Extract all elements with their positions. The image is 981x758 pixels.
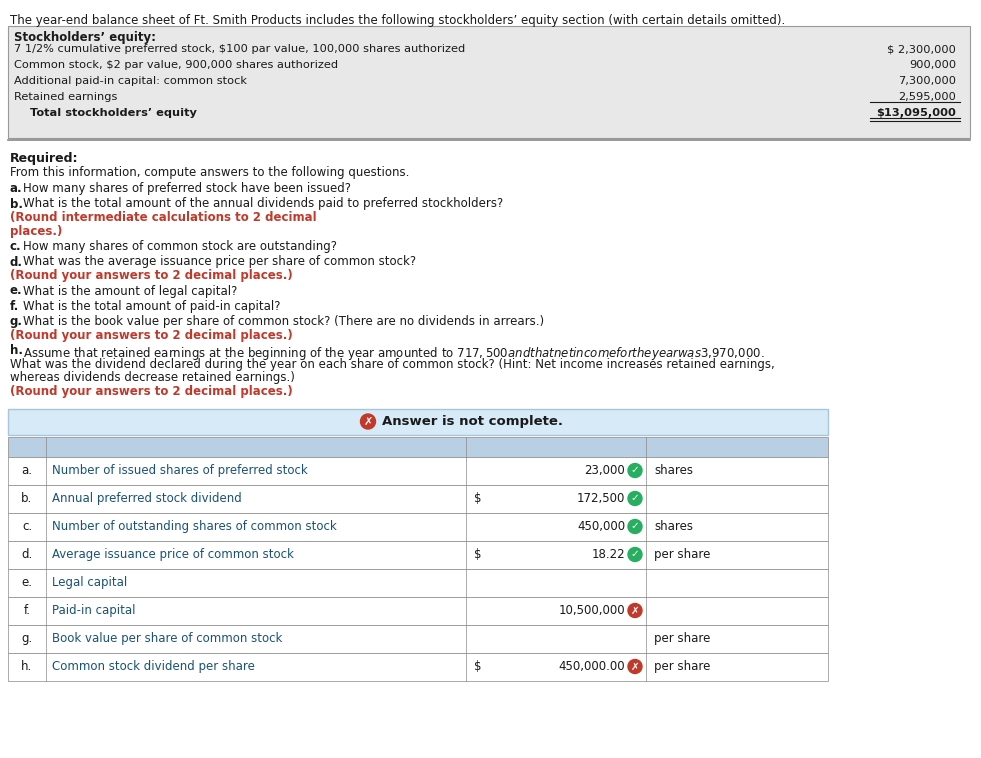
Text: Additional paid-in capital: common stock: Additional paid-in capital: common stock <box>14 76 247 86</box>
Text: Stockholders’ equity:: Stockholders’ equity: <box>14 31 156 44</box>
Text: Required:: Required: <box>10 152 78 165</box>
Bar <box>8 540 828 568</box>
Text: $: $ <box>474 660 482 673</box>
Text: What is the total amount of the annual dividends paid to preferred stockholders?: What is the total amount of the annual d… <box>23 198 503 211</box>
Text: f.: f. <box>24 604 30 617</box>
Circle shape <box>628 603 642 618</box>
Text: b.: b. <box>10 198 23 211</box>
Text: (Round your answers to 2 decimal places.): (Round your answers to 2 decimal places.… <box>10 269 292 282</box>
Text: Common stock, $2 par value, 900,000 shares authorized: Common stock, $2 par value, 900,000 shar… <box>14 60 338 70</box>
Text: ✗: ✗ <box>631 662 640 672</box>
Text: e.: e. <box>10 284 23 297</box>
Text: ✓: ✓ <box>631 522 640 531</box>
Text: Retained earnings: Retained earnings <box>14 92 118 102</box>
Text: h.: h. <box>22 660 32 673</box>
Text: $ 2,300,000: $ 2,300,000 <box>887 44 956 54</box>
Bar <box>8 484 828 512</box>
Text: Average issuance price of common stock: Average issuance price of common stock <box>52 548 294 561</box>
Text: a.: a. <box>10 182 23 195</box>
Text: ✗: ✗ <box>631 606 640 615</box>
Text: The year-end balance sheet of Ft. Smith Products includes the following stockhol: The year-end balance sheet of Ft. Smith … <box>10 14 785 27</box>
Text: $13,095,000: $13,095,000 <box>876 108 956 118</box>
Bar <box>8 26 970 138</box>
Text: Annual preferred stock dividend: Annual preferred stock dividend <box>52 492 241 505</box>
Bar <box>8 409 828 434</box>
Text: 18.22: 18.22 <box>592 548 625 561</box>
Circle shape <box>360 414 376 429</box>
Text: (Round your answers to 2 decimal places.): (Round your answers to 2 decimal places.… <box>10 385 292 398</box>
Circle shape <box>628 463 642 478</box>
Text: ✓: ✓ <box>631 550 640 559</box>
Bar <box>8 456 828 484</box>
Text: 23,000: 23,000 <box>585 464 625 477</box>
Text: per share: per share <box>654 632 710 645</box>
Text: What is the book value per share of common stock? (There are no dividends in arr: What is the book value per share of comm… <box>23 315 544 328</box>
Text: How many shares of preferred stock have been issued?: How many shares of preferred stock have … <box>23 182 351 195</box>
Text: Paid-in capital: Paid-in capital <box>52 604 135 617</box>
Text: g.: g. <box>10 315 23 328</box>
Text: Legal capital: Legal capital <box>52 576 128 589</box>
Text: c.: c. <box>22 520 32 533</box>
Text: d.: d. <box>22 548 32 561</box>
Text: per share: per share <box>654 660 710 673</box>
Text: f.: f. <box>10 300 20 313</box>
Text: (Round your answers to 2 decimal places.): (Round your answers to 2 decimal places.… <box>10 329 292 342</box>
Text: 7,300,000: 7,300,000 <box>898 76 956 86</box>
Text: Common stock dividend per share: Common stock dividend per share <box>52 660 255 673</box>
Circle shape <box>628 491 642 506</box>
Bar <box>8 568 828 597</box>
Text: Number of outstanding shares of common stock: Number of outstanding shares of common s… <box>52 520 336 533</box>
Text: whereas dividends decrease retained earnings.): whereas dividends decrease retained earn… <box>10 371 295 384</box>
Bar <box>8 597 828 625</box>
Text: 172,500: 172,500 <box>577 492 625 505</box>
Circle shape <box>628 519 642 534</box>
Text: g.: g. <box>22 632 32 645</box>
Text: shares: shares <box>654 520 693 533</box>
Text: b.: b. <box>22 492 32 505</box>
Circle shape <box>628 659 642 674</box>
Text: 900,000: 900,000 <box>908 60 956 70</box>
Text: How many shares of common stock are outstanding?: How many shares of common stock are outs… <box>23 240 337 253</box>
Text: $: $ <box>474 548 482 561</box>
Text: $: $ <box>474 492 482 505</box>
Text: What was the average issuance price per share of common stock?: What was the average issuance price per … <box>23 255 416 268</box>
Text: d.: d. <box>10 255 23 268</box>
Text: Assume that retained earnings at the beginning of the year amounted to $717,500 : Assume that retained earnings at the beg… <box>23 344 764 362</box>
Text: Number of issued shares of preferred stock: Number of issued shares of preferred sto… <box>52 464 308 477</box>
Text: What was the dividend declared during the year on each share of common stock? (H: What was the dividend declared during th… <box>10 358 775 371</box>
Text: What is the amount of legal capital?: What is the amount of legal capital? <box>23 284 237 297</box>
Bar <box>8 653 828 681</box>
Text: 450,000: 450,000 <box>577 520 625 533</box>
Text: Answer is not complete.: Answer is not complete. <box>382 415 563 428</box>
Text: 450,000.00: 450,000.00 <box>558 660 625 673</box>
Text: 10,500,000: 10,500,000 <box>558 604 625 617</box>
Text: ✓: ✓ <box>631 465 640 475</box>
Text: (Round intermediate calculations to 2 decimal: (Round intermediate calculations to 2 de… <box>10 211 317 224</box>
Text: 2,595,000: 2,595,000 <box>899 92 956 102</box>
Bar <box>8 512 828 540</box>
Text: What is the total amount of paid-in capital?: What is the total amount of paid-in capi… <box>23 300 281 313</box>
Text: 7 1/2% cumulative preferred stock, $100 par value, 100,000 shares authorized: 7 1/2% cumulative preferred stock, $100 … <box>14 44 465 54</box>
Circle shape <box>628 547 642 562</box>
Text: per share: per share <box>654 548 710 561</box>
Text: a.: a. <box>22 464 32 477</box>
Text: From this information, compute answers to the following questions.: From this information, compute answers t… <box>10 166 409 179</box>
Text: e.: e. <box>22 576 32 589</box>
Text: c.: c. <box>10 240 22 253</box>
Text: shares: shares <box>654 464 693 477</box>
Bar <box>8 437 828 456</box>
Text: h.: h. <box>10 344 23 358</box>
Text: ✗: ✗ <box>363 416 373 427</box>
Text: ✓: ✓ <box>631 493 640 503</box>
Text: Book value per share of common stock: Book value per share of common stock <box>52 632 283 645</box>
Text: Total stockholders’ equity: Total stockholders’ equity <box>14 108 197 118</box>
Text: places.): places.) <box>10 224 63 237</box>
Bar <box>8 625 828 653</box>
